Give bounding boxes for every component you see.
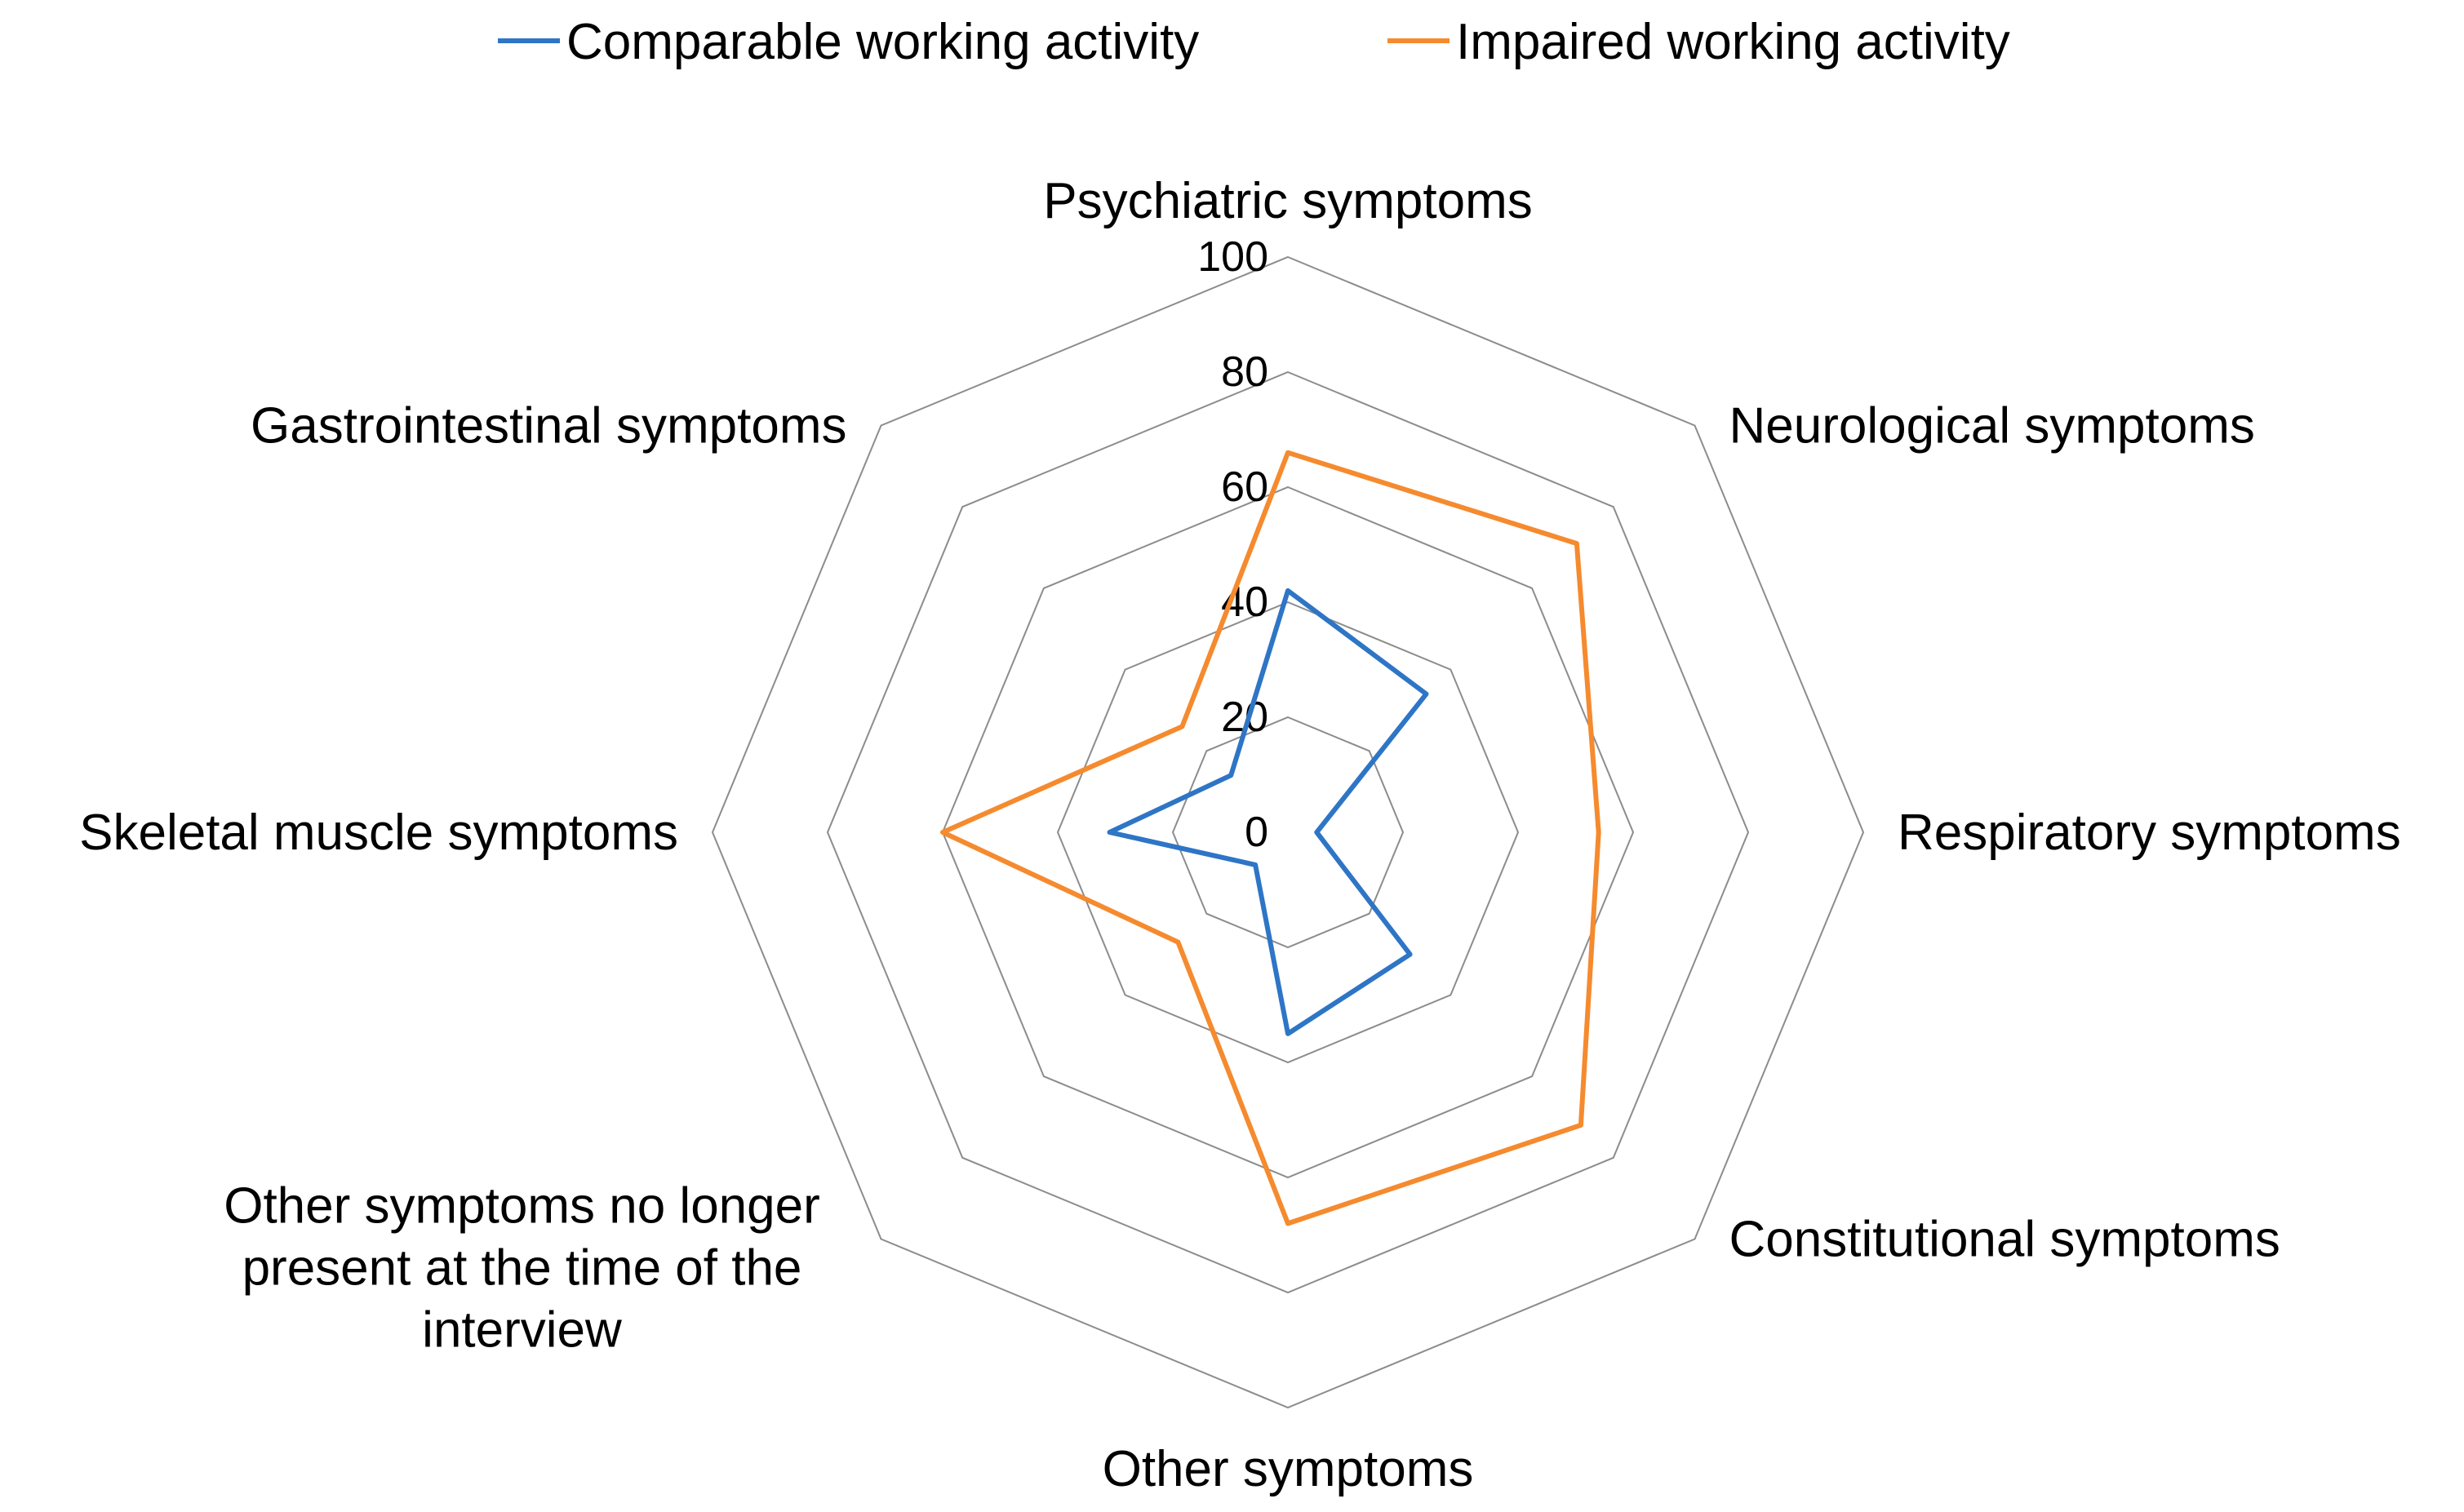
grid-ring-4 xyxy=(826,370,1750,1294)
r-tick-label: 0 xyxy=(1245,809,1268,856)
legend: Comparable working activity Impaired work… xyxy=(498,14,2010,70)
series-lines xyxy=(940,450,1601,1226)
category-label-line: Psychiatric symptoms xyxy=(1043,173,1532,229)
category-label-5: Other symptoms no longer present at the t… xyxy=(224,1178,820,1359)
category-label-line: interview xyxy=(422,1302,622,1359)
r-tick-label: 60 xyxy=(1221,463,1268,511)
category-labels: Psychiatric symptoms Neurological symptom… xyxy=(79,173,2401,1497)
category-label-4: Other symptoms xyxy=(1103,1441,1474,1497)
category-label-line: Other symptoms xyxy=(1103,1441,1474,1497)
grid-ring-1 xyxy=(1171,716,1405,949)
r-tick-label: 100 xyxy=(1197,233,1268,281)
category-label-7: Gastrointestinal symptoms xyxy=(251,398,846,454)
category-label-line: Respiratory symptoms xyxy=(1898,805,2401,861)
category-label-2: Respiratory symptoms xyxy=(1898,805,2401,861)
legend-label-1: Impaired working activity xyxy=(1456,14,2010,70)
category-label-1: Neurological symptoms xyxy=(1729,398,2255,454)
category-label-line: Other symptoms no longer xyxy=(224,1178,820,1235)
category-label-line: Skeletal muscle symptoms xyxy=(79,805,678,861)
legend-label-0: Comparable working activity xyxy=(566,14,1199,70)
grid-ring-3 xyxy=(941,486,1635,1179)
category-label-line: Constitutional symptoms xyxy=(1729,1212,2280,1268)
category-label-0: Psychiatric symptoms xyxy=(1043,173,1532,229)
category-label-line: present at the time of the xyxy=(242,1240,802,1297)
radar-grid xyxy=(711,255,1865,1409)
grid-ring-2 xyxy=(1056,601,1520,1064)
r-tick-label: 80 xyxy=(1221,348,1268,396)
category-label-6: Skeletal muscle symptoms xyxy=(79,805,678,861)
series-line-1 xyxy=(940,450,1601,1226)
category-label-line: Gastrointestinal symptoms xyxy=(251,398,846,454)
grid-ring-5 xyxy=(711,255,1865,1409)
category-label-3: Constitutional symptoms xyxy=(1729,1212,2280,1268)
category-label-line: Neurological symptoms xyxy=(1729,398,2255,454)
series-line-0 xyxy=(1107,588,1429,1036)
